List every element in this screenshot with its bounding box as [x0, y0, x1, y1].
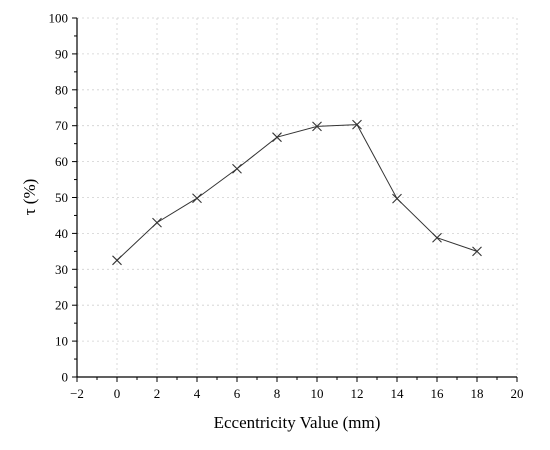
- y-tick-label: 10: [55, 334, 68, 349]
- data-point: [312, 121, 322, 132]
- data-series: [112, 119, 482, 266]
- data-point: [432, 232, 442, 243]
- x-axis-title: Eccentricity Value (mm): [214, 413, 381, 432]
- x-tick-label: 12: [351, 386, 364, 401]
- x-tick-label: 6: [234, 386, 241, 401]
- data-point: [112, 255, 122, 266]
- y-tick-label: 80: [55, 82, 68, 97]
- y-tick-label: 70: [55, 118, 68, 133]
- data-point: [152, 217, 162, 228]
- x-tick-label: 10: [311, 386, 324, 401]
- y-tick-label: 0: [62, 370, 69, 385]
- x-axis-ticks: −2 0 2 4 6 8 10 12 14 16 18 20: [70, 377, 524, 401]
- x-tick-label: 16: [431, 386, 445, 401]
- x-tick-label: 20: [511, 386, 524, 401]
- y-axis-ticks: 0 10 20 30 40 50 60 70 80 90 100: [49, 11, 77, 385]
- y-axis-title: τ (%): [20, 179, 39, 216]
- y-tick-label: 60: [55, 154, 68, 169]
- data-point: [392, 193, 402, 204]
- data-point: [192, 193, 202, 204]
- x-tick-label: 0: [114, 386, 121, 401]
- data-point: [472, 246, 482, 257]
- y-tick-label: 40: [55, 226, 68, 241]
- x-tick-label: 4: [194, 386, 201, 401]
- x-tick-label: 14: [391, 386, 405, 401]
- series-line: [116, 124, 478, 261]
- x-tick-label: 2: [154, 386, 161, 401]
- data-point: [352, 119, 362, 130]
- x-tick-label: 8: [274, 386, 281, 401]
- y-tick-label: 30: [55, 262, 68, 277]
- y-tick-label: 90: [55, 46, 68, 61]
- data-point: [272, 132, 282, 143]
- y-tick-label: 50: [55, 190, 68, 205]
- data-point: [232, 163, 242, 174]
- grid: [77, 17, 518, 377]
- y-tick-label: 20: [55, 298, 68, 313]
- x-tick-label: 18: [471, 386, 484, 401]
- x-tick-label: −2: [70, 386, 84, 401]
- y-tick-label: 100: [49, 11, 69, 26]
